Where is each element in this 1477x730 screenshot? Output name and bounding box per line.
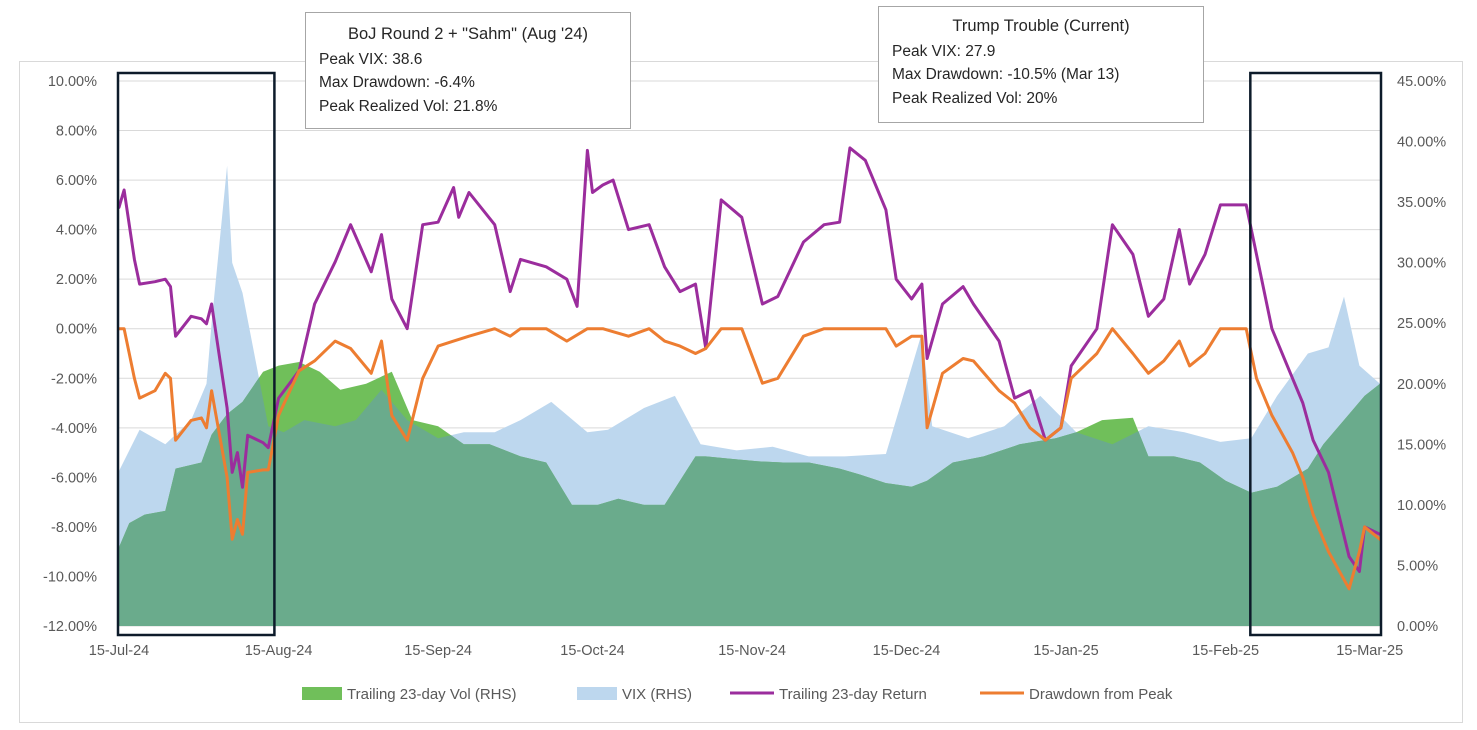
legend-label: Trailing 23-day Return (779, 686, 927, 703)
y-right-tick-label: 15.00% (1397, 437, 1446, 453)
y-left-tick-label: 2.00% (56, 272, 97, 288)
y-left-tick-label: 10.00% (48, 74, 97, 90)
y-axis-left: 10.00% 8.00% 6.00% 4.00% 2.00% 0.00% -2.00% -4.… (43, 74, 97, 635)
x-tick-label: 15-Sep-24 (404, 643, 472, 659)
x-tick-label: 15-Aug-24 (245, 643, 313, 659)
y-left-tick-label: 6.00% (56, 173, 97, 189)
series-drawdown-line (117, 327, 1382, 591)
x-tick-label: 15-Oct-24 (560, 643, 624, 659)
y-left-tick-label: -8.00% (51, 520, 97, 536)
y-left-tick-label: -10.00% (43, 569, 97, 585)
y-right-tick-label: 45.00% (1397, 74, 1446, 90)
annotation-boj-line: Max Drawdown: -6.4% (319, 74, 475, 91)
legend-label: Drawdown from Peak (1029, 686, 1173, 703)
highlight-box-trump-window (1249, 71, 1383, 637)
legend-label: Trailing 23-day Vol (RHS) (347, 686, 517, 703)
legend-swatch (302, 687, 342, 700)
legend-label: VIX (RHS) (622, 686, 692, 703)
x-tick-label: 15-Dec-24 (873, 643, 941, 659)
chart-frame (19, 61, 1463, 723)
annotation-trump: Trump Trouble (Current) Peak VIX: 27.9 M… (878, 6, 1204, 123)
y-axis-right: 45.00% 40.00% 35.00% 30.00% 25.00% 20.00% 15.0… (1397, 74, 1446, 635)
x-tick-label: 15-Nov-24 (718, 643, 786, 659)
y-left-tick-label: 8.00% (56, 124, 97, 140)
y-right-tick-label: 40.00% (1397, 135, 1446, 151)
x-tick-label: 15-Jul-24 (89, 643, 149, 659)
highlight-box-boj-window (116, 71, 276, 637)
series-trailing-return-line (117, 146, 1382, 573)
y-left-tick-label: 4.00% (56, 223, 97, 239)
annotation-trump-line: Max Drawdown: -10.5% (Mar 13) (892, 66, 1120, 83)
annotation-trump-line: Peak Realized Vol: 20% (892, 89, 1058, 107)
y-left-tick-label: -12.00% (43, 619, 97, 635)
y-left-tick-label: -4.00% (51, 421, 97, 437)
y-left-tick-label: -2.00% (51, 371, 97, 387)
x-tick-label: 15-Mar-25 (1336, 643, 1403, 659)
y-right-tick-label: 35.00% (1397, 195, 1446, 211)
y-left-tick-label: -6.00% (51, 470, 97, 486)
y-right-tick-label: 20.00% (1397, 377, 1446, 393)
y-right-tick-label: 5.00% (1397, 558, 1438, 574)
annotation-trump-line: Peak VIX: 27.9 (892, 42, 996, 60)
annotation-boj: BoJ Round 2 + "Sahm" (Aug '24) Peak VIX:… (305, 12, 631, 129)
annotation-boj-line: Peak Realized Vol: 21.8% (319, 97, 498, 115)
y-left-tick-label: 0.00% (56, 322, 97, 338)
y-right-tick-label: 30.00% (1397, 256, 1446, 272)
line-series (117, 146, 1382, 591)
x-tick-label: 15-Feb-25 (1192, 643, 1259, 659)
annotation-boj-line: Peak VIX: 38.6 (319, 50, 423, 68)
annotation-boj-title: BoJ Round 2 + "Sahm" (Aug '24) (347, 25, 589, 43)
annotation-trump-title: Trump Trouble (Current) (952, 17, 1130, 35)
x-axis: 15-Jul-24 15-Aug-24 15-Sep-24 15-Oct-24 15-N… (89, 643, 1403, 659)
x-tick-label: 15-Jan-25 (1033, 643, 1098, 659)
y-right-tick-label: 0.00% (1397, 619, 1438, 635)
y-right-tick-label: 25.00% (1397, 316, 1446, 332)
legend: Trailing 23-day Vol (RHS) VIX (RHS) Traili… (302, 686, 1173, 703)
y-right-tick-label: 10.00% (1397, 498, 1446, 514)
highlight-boxes (116, 71, 1383, 637)
legend-swatch (577, 687, 617, 700)
area-series (119, 165, 1380, 627)
